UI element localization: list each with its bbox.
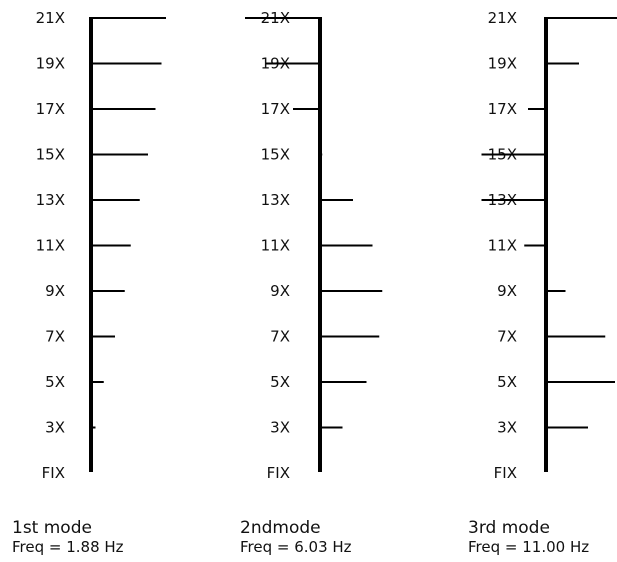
- level-label: 5X: [45, 373, 65, 391]
- level-label: 19X: [488, 55, 517, 73]
- level-label: 3X: [497, 419, 517, 437]
- mode-name: 3rd mode: [468, 518, 550, 538]
- level-label: 17X: [261, 100, 290, 118]
- level-label: 5X: [270, 373, 290, 391]
- level-label: FIX: [494, 464, 517, 482]
- mode-frequency: Freq = 11.00 Hz: [468, 538, 589, 556]
- level-label: 19X: [36, 55, 65, 73]
- mode-frequency: Freq = 1.88 Hz: [12, 538, 124, 556]
- level-label: 13X: [36, 191, 65, 209]
- level-label: 15X: [261, 146, 290, 164]
- level-label: 11X: [36, 237, 65, 255]
- level-label: 7X: [45, 328, 65, 346]
- mode-frequency: Freq = 6.03 Hz: [240, 538, 352, 556]
- level-label: 21X: [36, 9, 65, 27]
- mode-panel: 21X19X17X15X13X11X9X7X5X3XFIX2ndmodeFreq…: [240, 9, 383, 556]
- level-label: 13X: [261, 191, 290, 209]
- level-label: FIX: [42, 464, 65, 482]
- level-label: 3X: [45, 419, 65, 437]
- level-label: 17X: [36, 100, 65, 118]
- level-label: 15X: [36, 146, 65, 164]
- level-label: 11X: [261, 237, 290, 255]
- mode-name: 1st mode: [12, 518, 92, 538]
- level-label: 21X: [488, 9, 517, 27]
- level-label: 9X: [497, 282, 517, 300]
- level-label: 11X: [488, 237, 517, 255]
- mode-name: 2ndmode: [240, 518, 321, 538]
- level-label: FIX: [267, 464, 290, 482]
- level-label: 17X: [488, 100, 517, 118]
- level-label: 9X: [45, 282, 65, 300]
- level-label: 5X: [497, 373, 517, 391]
- level-label: 3X: [270, 419, 290, 437]
- level-label: 7X: [270, 328, 290, 346]
- level-label: 7X: [497, 328, 517, 346]
- mode-panel: 21X 19X 17X 15X 13X 11X 9X 7X 5X 3X FIX 1st modeFre…: [12, 9, 166, 556]
- level-label: 9X: [270, 282, 290, 300]
